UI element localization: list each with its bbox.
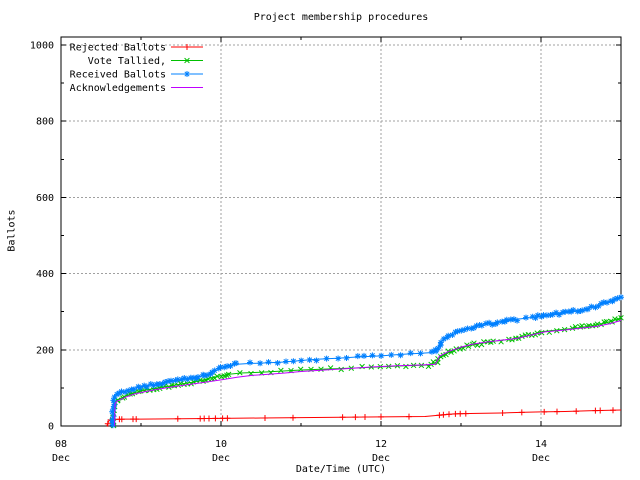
x-tick-label: Dec xyxy=(52,453,70,464)
legend-label: Vote Tallied, xyxy=(88,56,166,67)
legend-entry-rejected-ballots: Rejected Ballots xyxy=(70,43,203,54)
y-tick-label: 400 xyxy=(36,269,54,280)
legend-entry-acknowledgements: Acknowledgements xyxy=(70,83,203,94)
x-tick-label: 10 xyxy=(215,439,227,450)
series-received-ballots xyxy=(109,294,624,429)
legend-label: Received Ballots xyxy=(70,70,166,81)
x-tick-label: Dec xyxy=(532,453,550,464)
x-axis-label: Date/Time (UTC) xyxy=(295,464,387,475)
gridlines xyxy=(60,37,621,427)
tick-labels: 08 Dec 10 Dec 12 Dec 14 Dec 0 200 400 600 800 1000 xyxy=(30,41,550,465)
legend-entry-received-ballots: Received Ballots xyxy=(70,70,203,81)
x-tick-label: Dec xyxy=(212,453,230,464)
legend-entry-vote-tallied: Vote Tallied, xyxy=(88,56,203,67)
y-tick-label: 1000 xyxy=(30,41,54,52)
series-rejected-ballots xyxy=(104,407,622,427)
legend-label: Acknowledgements xyxy=(70,83,166,94)
x-tick-label: Dec xyxy=(372,453,390,464)
x-tick-label: 14 xyxy=(535,439,547,450)
x-tick-label: 12 xyxy=(375,439,387,450)
chart-title: Project membership procedures xyxy=(253,12,429,23)
x-tick-label: 08 xyxy=(55,439,67,450)
y-tick-label: 200 xyxy=(36,345,54,356)
y-tick-label: 800 xyxy=(36,117,54,128)
legend-label: Rejected Ballots xyxy=(70,43,166,54)
legend: Rejected Ballots Vote Tallied, Received Ba… xyxy=(70,43,203,94)
series-vote-tallied xyxy=(109,315,624,429)
y-tick-label: 600 xyxy=(36,193,54,204)
axes-border xyxy=(60,36,622,427)
series-acknowledgements xyxy=(114,320,622,427)
y-tick-label: 0 xyxy=(48,422,54,433)
